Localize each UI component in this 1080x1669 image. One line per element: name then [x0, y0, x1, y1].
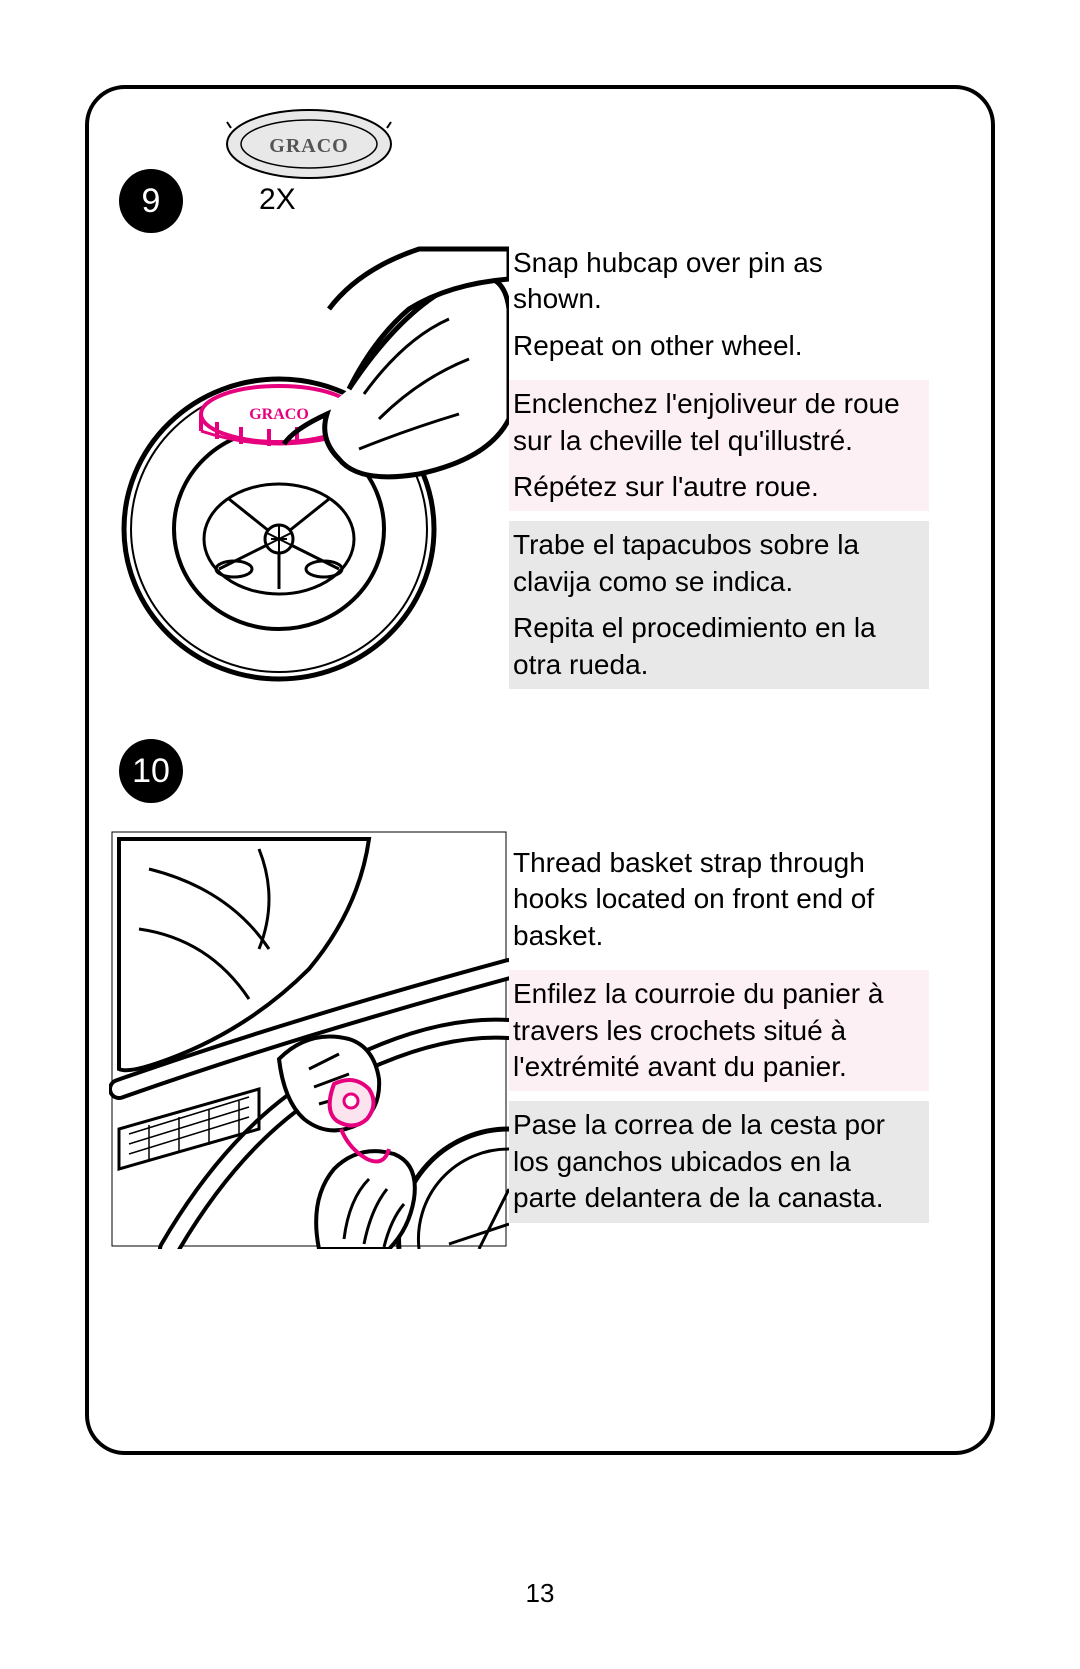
instruction-fr: Enfilez la courroie du panier à travers …: [509, 970, 929, 1091]
page-frame: GRACO 9 2X GRACO Snap hubc: [85, 85, 995, 1455]
instruction-text: Thread basket strap through hooks locate…: [513, 845, 919, 954]
instruction-text: Enfilez la courroie du panier à travers …: [513, 976, 919, 1085]
illustration-hubcap: GRACO: [109, 239, 509, 689]
svg-text:GRACO: GRACO: [269, 135, 348, 157]
instruction-text: Trabe el tapacubos sobre la clavija como…: [513, 527, 919, 600]
instruction-es: Trabe el tapacubos sobre la clavija como…: [509, 521, 929, 689]
svg-text:GRACO: GRACO: [249, 406, 309, 423]
instruction-en: Thread basket strap through hooks locate…: [509, 839, 929, 960]
illustration-basket-strap: [109, 829, 509, 1249]
step10-text-column: Thread basket strap through hooks locate…: [509, 839, 929, 1233]
step-number: 9: [142, 182, 161, 221]
instruction-text: Repita el procedimiento en la otra rueda…: [513, 610, 919, 683]
instruction-text: Snap hubcap over pin as shown.: [513, 245, 919, 318]
step9-text-column: Snap hubcap over pin as shown. Repeat on…: [509, 239, 929, 699]
instruction-text: Pase la correa de la cesta por los ganch…: [513, 1107, 919, 1216]
brand-logo: GRACO: [219, 104, 399, 184]
instruction-en: Snap hubcap over pin as shown. Repeat on…: [509, 239, 929, 370]
page-number: 13: [0, 1578, 1080, 1609]
instruction-es: Pase la correa de la cesta por los ganch…: [509, 1101, 929, 1222]
step-number-badge: 10: [119, 739, 183, 803]
step-number: 10: [132, 752, 170, 791]
repeat-multiplier: 2X: [259, 183, 296, 217]
instruction-text: Enclenchez l'enjoliveur de roue sur la c…: [513, 386, 919, 459]
instruction-fr: Enclenchez l'enjoliveur de roue sur la c…: [509, 380, 929, 511]
instruction-text: Repeat on other wheel.: [513, 328, 919, 364]
instruction-text: Répétez sur l'autre roue.: [513, 469, 919, 505]
step-number-badge: 9: [119, 169, 183, 233]
